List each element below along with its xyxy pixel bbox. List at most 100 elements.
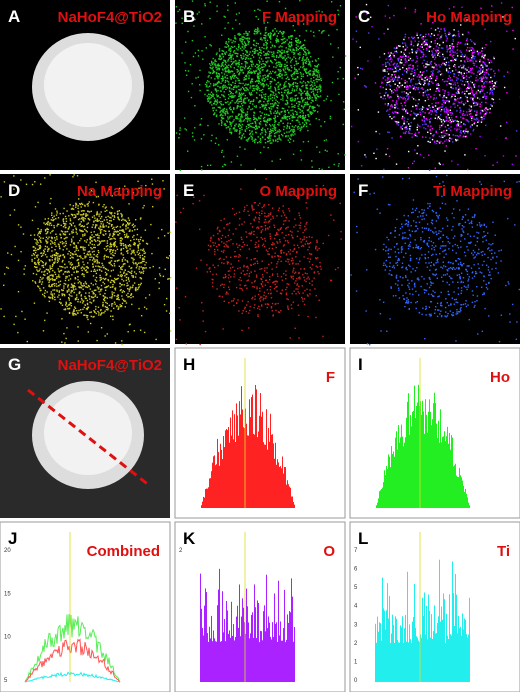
signal-dot — [247, 137, 250, 140]
signal-dot — [264, 64, 267, 67]
signal-dot — [120, 268, 122, 270]
signal-dot — [84, 297, 87, 300]
signal-dot — [72, 208, 75, 210]
signal-dot — [251, 71, 254, 74]
signal-dot — [236, 129, 238, 131]
signal-dot — [244, 65, 247, 68]
signal-dot — [256, 31, 259, 34]
signal-dot — [204, 36, 206, 38]
signal-dot — [275, 93, 277, 95]
signal-dot — [337, 71, 339, 73]
signal-dot — [388, 97, 391, 99]
signal-dot — [205, 47, 208, 49]
signal-dot — [199, 69, 201, 72]
signal-dot — [427, 33, 430, 35]
signal-dot — [433, 108, 435, 111]
signal-dot — [109, 296, 111, 299]
signal-dot — [109, 238, 111, 241]
signal-dot — [287, 56, 289, 58]
signal-dot — [130, 294, 132, 296]
signal-dot — [263, 54, 266, 56]
signal-dot — [425, 41, 428, 44]
signal-dot — [259, 123, 261, 125]
signal-dot — [271, 160, 273, 162]
signal-dot — [77, 282, 79, 284]
signal-dot — [243, 79, 245, 81]
signal-dot — [299, 40, 302, 43]
signal-dot — [151, 178, 153, 180]
signal-dot — [400, 78, 403, 80]
signal-dot — [252, 126, 254, 129]
signal-dot — [70, 283, 73, 285]
signal-dot — [227, 112, 229, 115]
signal-dot — [287, 115, 289, 118]
signal-dot — [121, 258, 124, 261]
signal-dot — [128, 290, 130, 292]
signal-dot — [458, 125, 461, 128]
signal-dot — [254, 30, 256, 32]
signal-dot — [119, 271, 122, 273]
signal-dot — [244, 97, 247, 100]
signal-dot — [262, 105, 265, 107]
signal-dot — [47, 217, 50, 220]
signal-dot — [158, 282, 160, 284]
signal-dot — [194, 105, 196, 107]
panel: D Na Mapping — [0, 174, 172, 346]
signal-dot — [412, 37, 415, 40]
signal-dot — [482, 110, 485, 113]
signal-dot — [118, 306, 120, 308]
signal-dot — [404, 49, 407, 51]
signal-dot — [305, 94, 307, 96]
signal-dot — [263, 80, 266, 82]
signal-dot — [301, 45, 303, 47]
signal-dot — [244, 102, 247, 104]
signal-dot — [109, 243, 112, 246]
signal-dot — [224, 46, 226, 48]
signal-dot — [410, 110, 413, 112]
signal-dot — [57, 223, 60, 226]
signal-dot — [311, 112, 314, 114]
signal-dot — [470, 69, 473, 71]
signal-dot — [141, 260, 144, 263]
signal-dot — [316, 74, 318, 76]
signal-dot — [236, 118, 238, 120]
signal-dot — [31, 183, 34, 186]
signal-dot — [481, 85, 484, 87]
signal-dot — [137, 180, 139, 183]
signal-dot — [298, 68, 300, 70]
signal-dot — [168, 278, 170, 280]
signal-dot — [212, 69, 214, 72]
panel: A NaHoF4@TiO2 — [0, 0, 170, 170]
signal-dot — [243, 98, 245, 100]
signal-dot — [483, 118, 485, 120]
signal-dot — [379, 92, 381, 95]
signal-dot — [295, 70, 297, 72]
signal-dot — [387, 95, 389, 98]
signal-dot — [333, 163, 335, 166]
signal-dot — [459, 97, 462, 99]
signal-dot — [440, 108, 443, 111]
signal-dot — [485, 76, 487, 79]
signal-dot — [78, 280, 81, 283]
signal-dot — [217, 106, 220, 109]
signal-dot — [472, 55, 474, 57]
signal-dot — [290, 134, 292, 136]
signal-dot — [276, 65, 278, 67]
signal-dot — [386, 68, 389, 70]
signal-dot — [251, 78, 253, 80]
signal-dot — [413, 133, 416, 136]
signal-dot — [94, 311, 96, 314]
signal-dot — [256, 84, 258, 87]
signal-dot — [429, 15, 432, 17]
signal-dot — [76, 175, 79, 177]
signal-dot — [445, 96, 448, 99]
signal-dot — [61, 241, 63, 243]
signal-dot — [288, 37, 290, 39]
signal-dot — [286, 109, 289, 111]
signal-dot — [282, 38, 284, 40]
signal-dot — [241, 134, 244, 136]
signal-dot — [292, 112, 294, 114]
signal-dot — [428, 141, 431, 143]
signal-dot — [455, 92, 457, 94]
signal-dot — [13, 175, 15, 177]
